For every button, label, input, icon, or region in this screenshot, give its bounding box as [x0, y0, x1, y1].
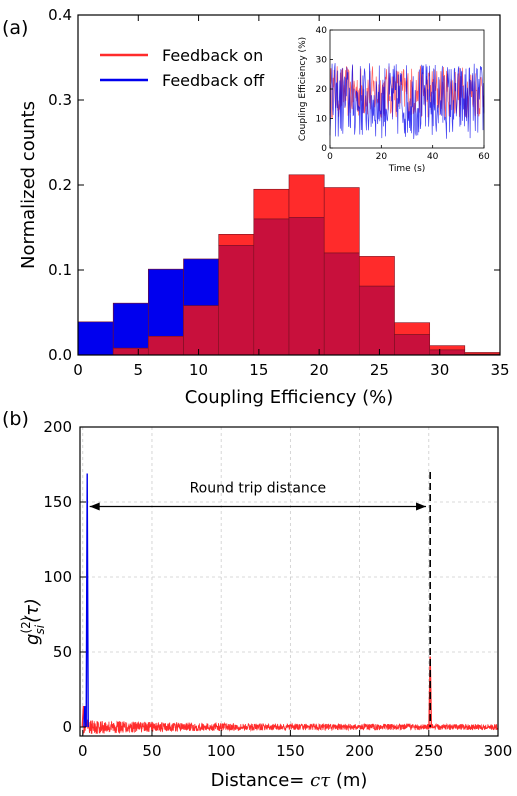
- inset-x-tick-label: 40: [427, 152, 439, 162]
- y-tick-label-b: 0: [62, 718, 72, 736]
- round-trip-annotation: Round trip distance: [190, 481, 327, 497]
- histogram-bar-overlap: [323, 252, 360, 356]
- x-tick-label: 5: [134, 361, 144, 379]
- x-tick-label: 35: [490, 361, 509, 379]
- blue-peak: [83, 705, 87, 728]
- inset-y-tick-label: 40: [316, 26, 328, 36]
- histogram-bar-feedback-on: [288, 174, 325, 218]
- y-axis-label-sup: (2): [19, 617, 33, 634]
- histogram-bar-feedback-on: [358, 256, 395, 287]
- inset-series-line-feedback-off: [329, 63, 485, 140]
- x-tick-label: 15: [249, 361, 268, 379]
- x-tick-label: 20: [310, 361, 329, 379]
- inset-y-tick-label: 10: [316, 115, 328, 125]
- inset-y-tick-label: 20: [316, 85, 328, 95]
- histogram-bar-feedback-off: [112, 302, 149, 349]
- y-tick-label: 0.3: [48, 91, 72, 109]
- x-axis-label-unit: (m): [330, 770, 367, 791]
- histogram-bar-feedback-off: [77, 321, 114, 356]
- inset-y-tick-label: 0: [321, 144, 327, 154]
- y-tick-label: 0.0: [48, 346, 72, 364]
- histogram-bar-feedback-on: [394, 322, 431, 335]
- histogram-bar-overlap: [429, 349, 466, 356]
- histogram-bar-overlap: [394, 334, 431, 356]
- histogram-bar-overlap: [147, 335, 184, 356]
- x-tick-label-b: 100: [207, 742, 236, 760]
- y-tick-label-b: 100: [43, 568, 72, 586]
- x-tick-label: 25: [370, 361, 389, 379]
- x-tick-label-b: 50: [142, 742, 161, 760]
- histogram-bar-overlap: [253, 218, 290, 356]
- histogram-bar-feedback-off: [147, 268, 184, 337]
- histogram-bar-overlap: [183, 305, 220, 356]
- inset-x-tick-label: 20: [376, 152, 388, 162]
- blue-peak: [85, 473, 89, 728]
- legend-label-feedback-on: Feedback on: [162, 46, 263, 65]
- x-tick-label-b: 150: [276, 742, 305, 760]
- histogram-bar-feedback-on: [429, 345, 466, 351]
- inset-x-tick-label: 0: [327, 152, 333, 162]
- x-axis-label-b: Distance= cτ (m): [211, 770, 368, 791]
- panel-a-label: (a): [2, 17, 28, 39]
- histogram-bar-feedback-off: [183, 258, 220, 307]
- y-tick-label-b: 200: [43, 418, 72, 436]
- arrow-head-left: [89, 502, 100, 511]
- y-axis-label: Normalized counts: [18, 101, 39, 269]
- histogram-bar-feedback-on: [218, 234, 255, 246]
- y-tick-label-b: 50: [53, 643, 72, 661]
- x-tick-label: 30: [430, 361, 449, 379]
- inset-x-tick-label: 60: [478, 152, 490, 162]
- panel-b-label: (b): [2, 408, 29, 430]
- x-tick-label-b: 250: [414, 742, 443, 760]
- x-tick-label: 0: [73, 361, 83, 379]
- x-tick-label-b: 300: [484, 742, 513, 760]
- histogram-bar-overlap: [288, 217, 325, 356]
- correlation-chart: Round trip distance 0 50 100 150 200 250 300 0 50…: [19, 418, 512, 791]
- y-tick-label: 0.1: [48, 261, 72, 279]
- histogram-bar-feedback-on: [323, 187, 360, 254]
- y-axis-label-sub: si: [33, 624, 47, 634]
- arrow-head-right: [416, 502, 427, 511]
- y-axis-label-base: g: [22, 634, 43, 645]
- histogram-bar-overlap: [358, 285, 395, 356]
- x-axis-label-math: cτ: [310, 770, 331, 791]
- y-axis-label-b: g(2)si(τ): [19, 598, 47, 645]
- y-axis-label-arg: (τ): [22, 598, 43, 623]
- y-tick-label: 0.2: [48, 176, 72, 194]
- plot-frame-b: [79, 426, 499, 737]
- histogram-bar-feedback-on: [253, 188, 290, 220]
- inset-y-tick-label: 30: [316, 56, 328, 66]
- x-tick-label-b: 200: [345, 742, 374, 760]
- x-tick-label: 10: [189, 361, 208, 379]
- y-tick-label: 0.4: [48, 6, 72, 24]
- x-axis-label: Coupling Efficiency (%): [185, 387, 394, 408]
- x-tick-label-b: 0: [78, 742, 88, 760]
- x-axis-label-text: Distance=: [211, 770, 311, 791]
- inset-y-axis-label: Coupling Efficiency (%): [298, 37, 308, 141]
- red-noise-trace: [82, 719, 498, 735]
- histogram-bar-overlap: [218, 245, 255, 356]
- histogram-bar-overlap: [112, 347, 149, 356]
- inset-x-axis-label: Time (s): [388, 164, 426, 174]
- legend-label-feedback-off: Feedback off: [162, 71, 265, 90]
- histogram-chart: 0 5 10 15 20 25 30 35 0.0 0.1 0.2 0.3 0.4 Coupling Ef…: [18, 6, 510, 408]
- y-tick-label-b: 150: [43, 493, 72, 511]
